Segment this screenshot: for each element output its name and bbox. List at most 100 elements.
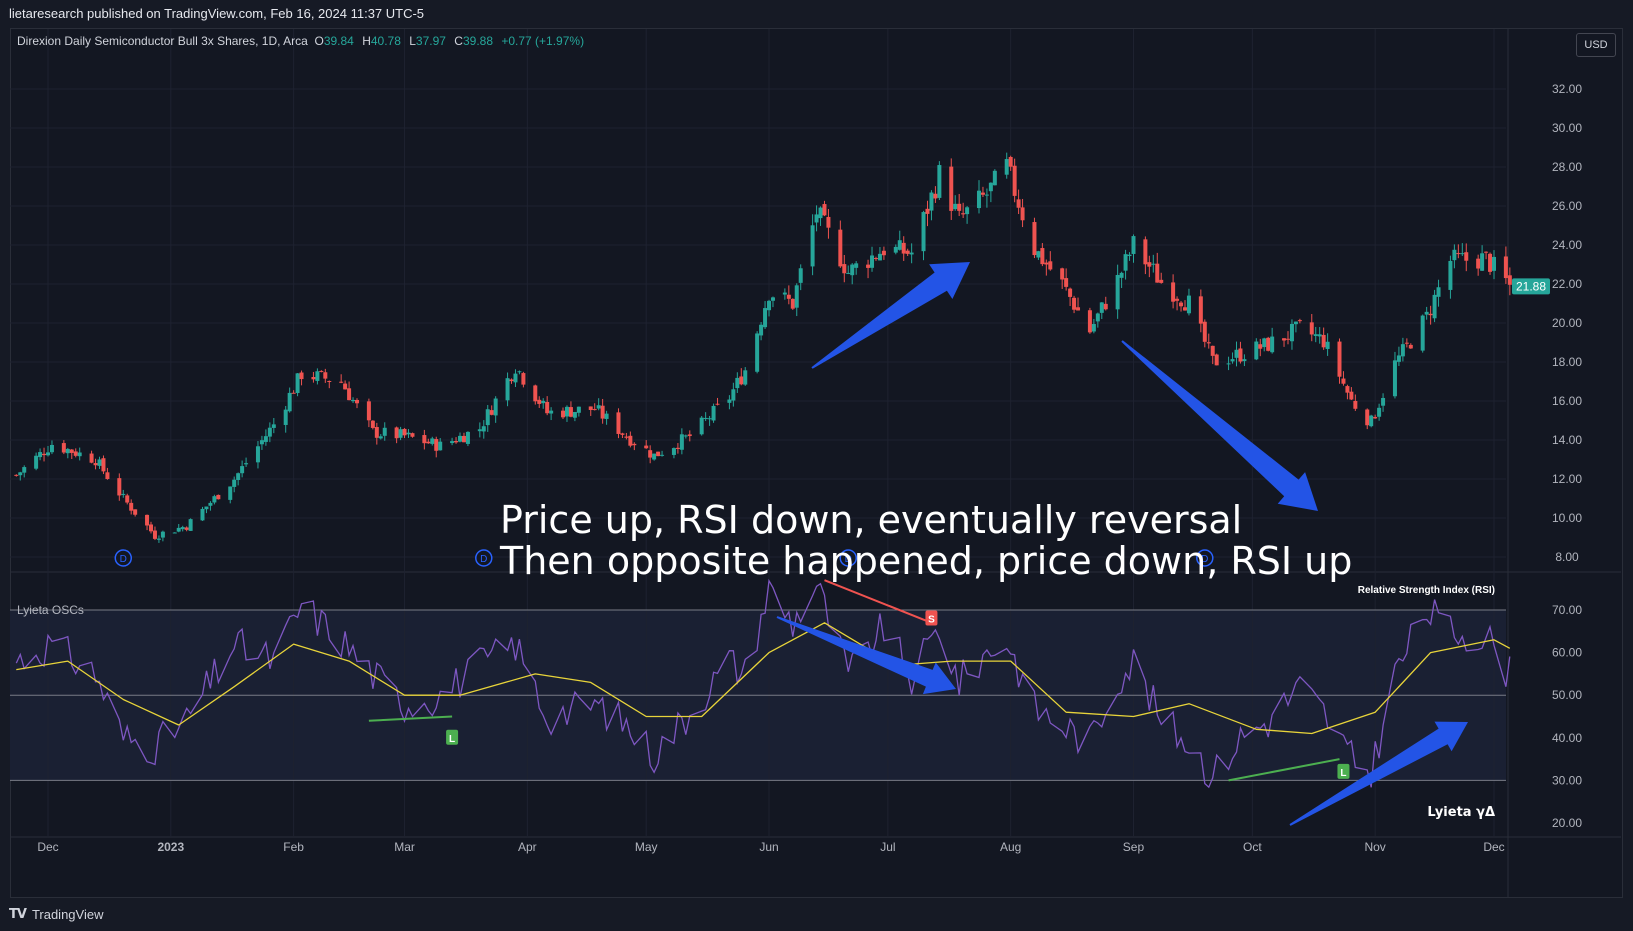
x-tick-label: Dec — [1483, 840, 1504, 854]
candle-body — [1353, 400, 1358, 409]
candle-body — [1008, 156, 1013, 167]
candle-body — [299, 372, 304, 380]
candle-body — [1095, 313, 1100, 322]
rsi-tick-label: 50.00 — [1552, 688, 1582, 702]
currency-button[interactable]: USD — [1576, 33, 1616, 57]
candle-body — [49, 444, 54, 453]
candle-body — [1480, 253, 1485, 271]
candle-body — [1289, 323, 1294, 342]
candle-body — [291, 392, 296, 394]
candle-body — [267, 427, 272, 437]
candle-body — [1040, 248, 1045, 265]
x-tick-label: Nov — [1364, 840, 1385, 854]
candle-body — [620, 433, 625, 435]
candle-body — [406, 432, 411, 435]
candle-body — [1341, 378, 1346, 384]
candle-body — [814, 214, 819, 223]
candle-body — [1004, 159, 1009, 175]
candle-body — [1464, 252, 1469, 261]
price-tick-label: 22.00 — [1552, 277, 1582, 291]
candle-body — [1404, 342, 1409, 344]
candle-body — [22, 467, 27, 473]
candle-body — [370, 420, 375, 428]
candle-body — [1377, 407, 1382, 417]
candle-body — [410, 433, 415, 437]
candle-body — [481, 426, 486, 432]
candle-body — [129, 502, 134, 511]
divergence-line — [1228, 758, 1340, 782]
candle-body — [458, 435, 463, 442]
rsi-tick-label: 40.00 — [1552, 731, 1582, 745]
candle-body — [1016, 199, 1021, 208]
candle-body — [1155, 263, 1160, 283]
ohlc-open-value: 39.84 — [323, 34, 354, 48]
candle-body — [208, 502, 213, 506]
candle-body — [355, 399, 360, 404]
candle-body — [679, 434, 684, 450]
candle-body — [105, 472, 110, 480]
x-tick-label: 2023 — [157, 840, 184, 854]
ohlc-low-value: 37.97 — [415, 34, 446, 48]
footer-brand[interactable]: TradingView — [31, 907, 104, 922]
candle-body — [188, 519, 193, 531]
candle-body — [1198, 296, 1203, 324]
candle-body — [1396, 355, 1401, 362]
candle-body — [46, 452, 50, 456]
x-tick-label: May — [635, 840, 658, 854]
candle-body — [1432, 294, 1437, 319]
candle-body — [152, 530, 157, 539]
candle-body — [656, 451, 661, 457]
candle-body — [204, 506, 209, 510]
candle-body — [671, 448, 676, 455]
candle-body — [394, 427, 399, 439]
publish-info-text: lietaresearch published on TradingView.c… — [9, 6, 425, 21]
candle-body — [675, 447, 680, 449]
candle-body — [1234, 349, 1239, 358]
candle-body — [870, 255, 875, 268]
candle-body — [1317, 334, 1322, 337]
annotation-line-1: Price up, RSI down, eventually reversal — [500, 498, 1243, 542]
rsi-indicator-name: Relative Strength Index (RSI) — [1358, 585, 1495, 596]
candle-body — [1143, 239, 1148, 265]
candle-body — [1206, 342, 1211, 344]
candle-body — [259, 440, 264, 445]
price-tick-label: 14.00 — [1552, 433, 1582, 447]
candles — [14, 152, 1512, 543]
candle-body — [1068, 288, 1073, 297]
ohlc-change-value: +0.77 (+1.97%) — [501, 34, 585, 48]
candle-body — [1091, 324, 1096, 332]
candle-body — [921, 212, 926, 252]
rsi-ma-line — [16, 622, 1511, 735]
candle-body — [1262, 338, 1267, 348]
candle-body — [323, 372, 328, 379]
oscillator-title[interactable]: Lyieta OSCs — [17, 603, 84, 617]
candle-body — [69, 449, 74, 453]
price-tick-label: 24.00 — [1552, 238, 1582, 252]
candle-body — [1182, 307, 1187, 311]
candle-body — [1369, 415, 1374, 427]
candle-body — [541, 400, 546, 404]
candle-body — [1313, 334, 1318, 336]
symbol-title[interactable]: Direxion Daily Semiconductor Bull 3x Sha… — [17, 34, 308, 48]
candle-body — [715, 403, 720, 405]
candle-body — [1076, 307, 1081, 311]
candle-body — [434, 439, 439, 451]
dividend-marker-icon — [1196, 549, 1214, 567]
candle-body — [517, 371, 522, 373]
candle-body — [652, 453, 657, 460]
candle-body — [339, 381, 344, 383]
candle-body — [1036, 251, 1041, 258]
candle-body — [735, 377, 740, 389]
candle-body — [14, 474, 19, 476]
x-tick-label: Feb — [283, 840, 304, 854]
candle-body — [255, 446, 260, 463]
candle-body — [842, 264, 847, 274]
candle-body — [311, 377, 316, 380]
candle-body — [933, 193, 938, 199]
x-tick-label: Oct — [1243, 840, 1262, 854]
candle-body — [493, 398, 498, 416]
dividend-marker-label: D — [1201, 554, 1208, 565]
footer-bar: TV TradingView — [0, 898, 1633, 931]
candle-body — [866, 264, 871, 268]
